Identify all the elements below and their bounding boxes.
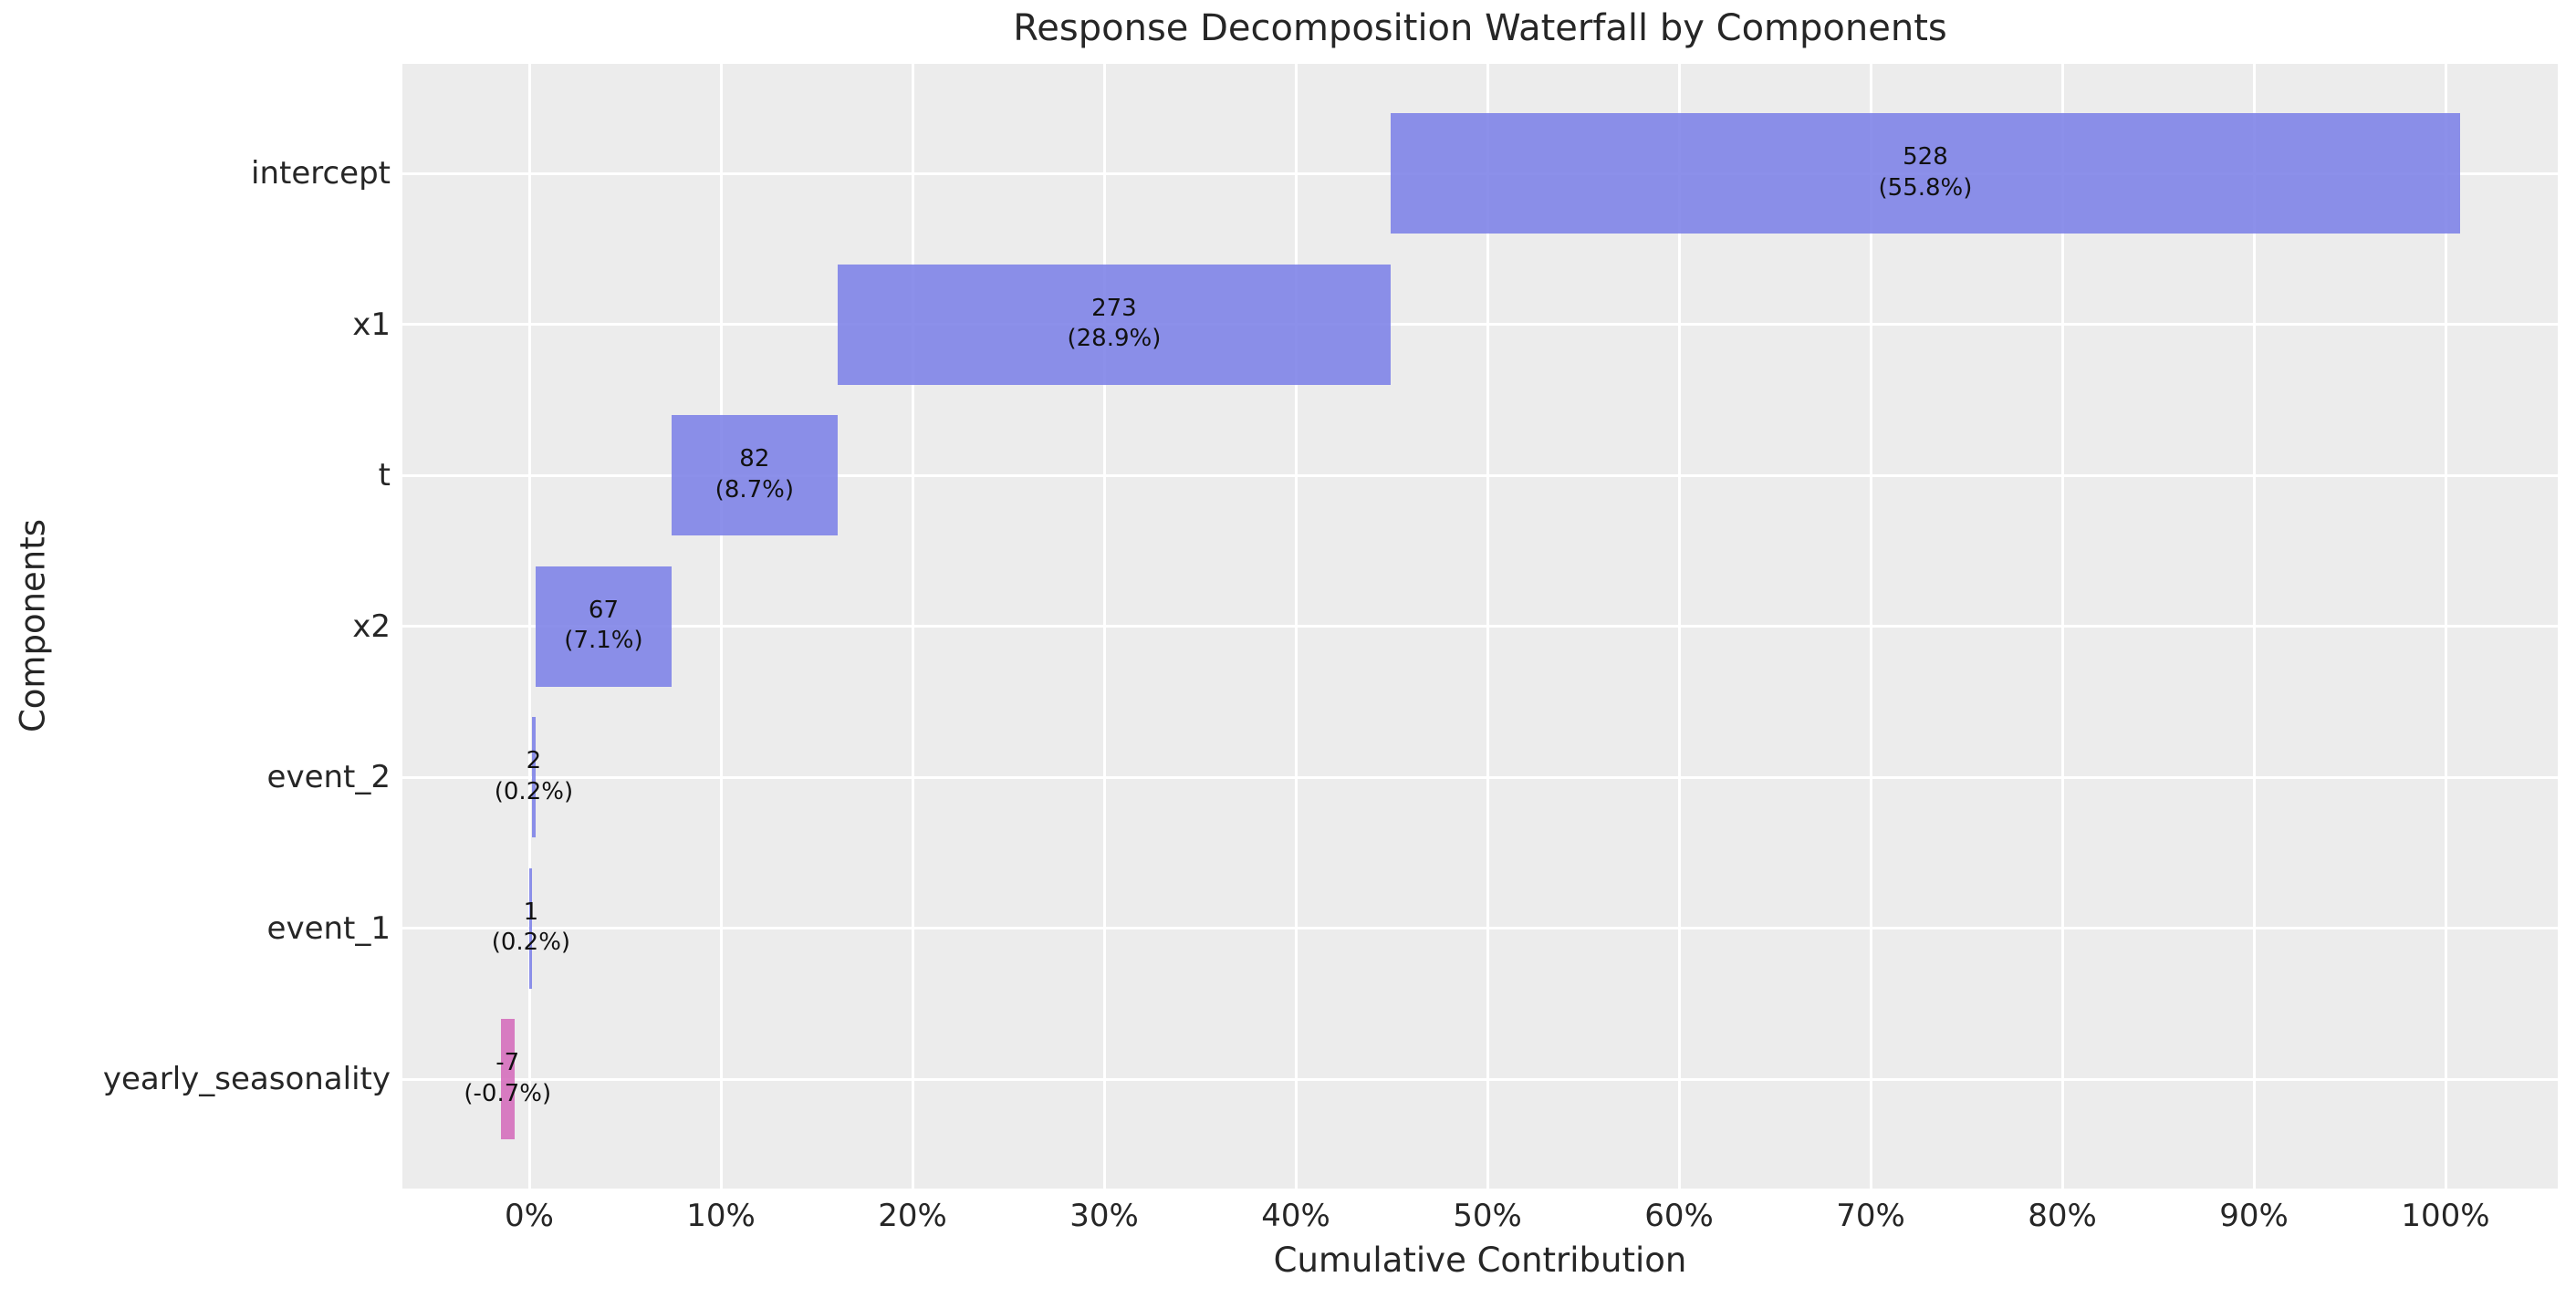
- gridline-y-t: [402, 473, 2558, 477]
- bar-pct-label: (8.7%): [714, 476, 795, 504]
- bar-event_2: [531, 717, 537, 837]
- xtick-70: 70%: [1836, 1198, 1905, 1234]
- plot-area: 528 (55.8%) 273 (28.9%) 82 (8.7%) 67 (7.1%) 2 (0.…: [402, 64, 2558, 1189]
- bar-x2: [536, 566, 672, 687]
- bar-pct-label: (7.1%): [564, 627, 643, 655]
- bar-value-label: 67: [588, 596, 620, 624]
- xtick-20: 20%: [878, 1198, 947, 1234]
- bar-label-event_1: 1 (0.2%): [492, 898, 570, 960]
- bar-value-label: 1: [523, 898, 539, 926]
- bar-pct-label: (0.2%): [494, 778, 574, 805]
- gridline-y-event_1: [402, 927, 2558, 929]
- bar-value-label: 528: [1903, 143, 1948, 171]
- xtick-60: 60%: [1644, 1198, 1714, 1234]
- xtick-100: 100%: [2401, 1198, 2490, 1234]
- xtick-90: 90%: [2219, 1198, 2289, 1234]
- bar-pct-label: (55.8%): [1878, 174, 1973, 202]
- xtick-50: 50%: [1453, 1198, 1522, 1234]
- bar-label-yearly_seasonality: -7 (-0.7%): [464, 1048, 551, 1110]
- bar-label-x2: 67 (7.1%): [564, 596, 642, 658]
- bar-intercept: [1390, 113, 2460, 234]
- x-axis-title: Cumulative Contribution: [1273, 1241, 1687, 1280]
- bar-label-t: 82 (8.7%): [715, 444, 794, 506]
- bar-value-label: -7: [495, 1049, 520, 1077]
- gridline-y-x1: [402, 323, 2558, 326]
- bar-event_1: [529, 867, 533, 989]
- gridline-y-yearly_seasonality: [402, 1077, 2558, 1081]
- xtick-0: 0%: [505, 1198, 554, 1234]
- ytick-t: t: [378, 457, 391, 493]
- bar-value-label: 82: [739, 445, 770, 473]
- xtick-30: 30%: [1069, 1198, 1139, 1234]
- xtick-10: 10%: [686, 1198, 756, 1234]
- bar-label-intercept: 528 (55.8%): [1879, 142, 1973, 204]
- ytick-event_1: event_1: [266, 909, 391, 947]
- bar-label-x1: 273 (28.9%): [1067, 294, 1161, 356]
- bar-value-label: 2: [526, 747, 542, 775]
- bar-t: [671, 415, 838, 535]
- gridline-y-event_2: [402, 775, 2558, 779]
- y-axis-title: Components: [13, 518, 53, 733]
- ytick-yearly_seasonality: yearly_seasonality: [102, 1061, 391, 1097]
- chart-title: Response Decomposition Waterfall by Comp…: [1013, 7, 1947, 49]
- bar-pct-label: (28.9%): [1067, 325, 1162, 353]
- bar-value-label: 273: [1091, 294, 1137, 322]
- ytick-x2: x2: [352, 607, 391, 645]
- bar-yearly_seasonality: [500, 1019, 516, 1139]
- bar-pct-label: (0.2%): [491, 929, 571, 957]
- bar-pct-label: (-0.7%): [464, 1080, 552, 1107]
- ytick-event_2: event_2: [266, 759, 391, 795]
- xtick-80: 80%: [2028, 1198, 2097, 1234]
- gridline-y-x2: [402, 625, 2558, 628]
- bar-label-event_2: 2 (0.2%): [495, 746, 573, 808]
- ytick-intercept: intercept: [251, 155, 391, 192]
- ytick-x1: x1: [352, 306, 391, 343]
- xtick-40: 40%: [1261, 1198, 1330, 1234]
- bar-x1: [837, 264, 1391, 385]
